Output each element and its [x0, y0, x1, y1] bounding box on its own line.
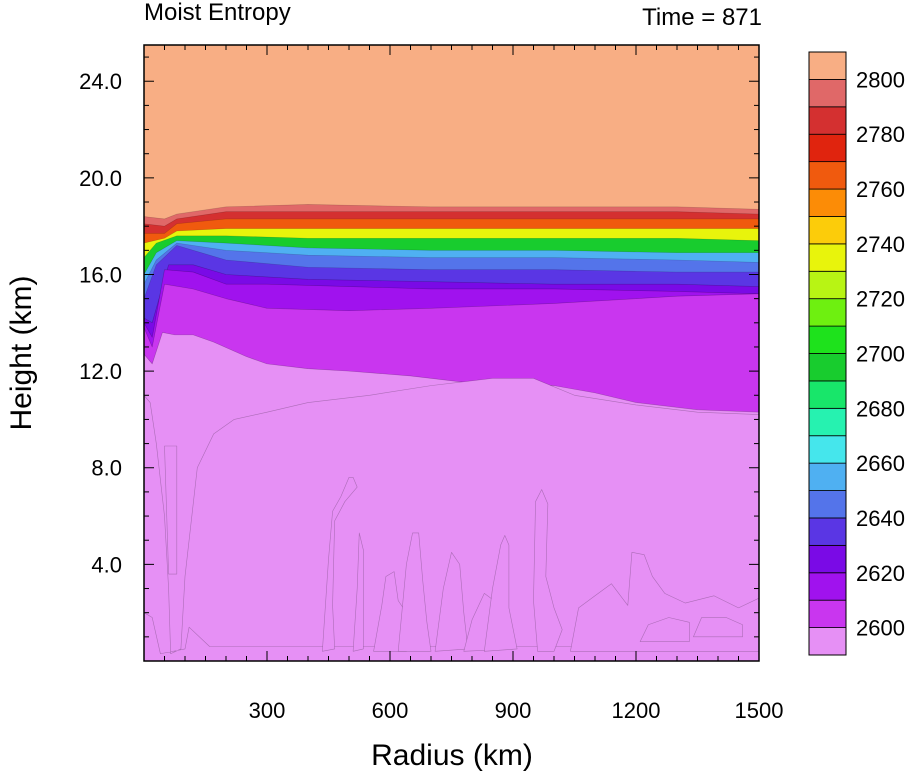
y-tick-label: 4.0	[91, 552, 122, 577]
colorbar-box	[808, 544, 847, 574]
colorbar-box	[808, 298, 847, 327]
colorbar-label: 2680	[856, 396, 905, 421]
colorbar-box	[808, 51, 847, 80]
colorbar-label: 2780	[856, 122, 905, 147]
contour-region-2590-16	[693, 617, 743, 638]
contour-field	[144, 45, 759, 661]
colorbar-box	[808, 380, 847, 409]
colorbar-box	[808, 325, 847, 354]
contour-region-2600-9	[397, 532, 432, 652]
colorbar-box	[808, 407, 847, 437]
colorbar-label: 2740	[856, 232, 905, 257]
x-tick-label: 1500	[735, 698, 784, 723]
y-tick-label: 8.0	[91, 456, 122, 481]
contour-region-2600-5	[164, 445, 178, 575]
contour-region-2600-6	[322, 477, 358, 652]
plot-title-left: Moist Entropy	[144, 0, 291, 26]
y-tick-label: 20.0	[79, 166, 122, 191]
contour-region-2600-13	[533, 489, 563, 652]
contour-region-2600-7	[352, 532, 364, 652]
y-tick-label: 16.0	[79, 262, 122, 287]
x-axis-label: Radius (km)	[371, 739, 533, 772]
colorbar-box	[808, 572, 847, 601]
contour-region-2600-12	[484, 535, 518, 652]
colorbar-box	[808, 490, 847, 519]
y-tick-label: 24.0	[79, 69, 122, 94]
colorbar-frame	[808, 51, 847, 656]
y-axis: 4.0 8.0 12.0 16.0 20.0 24.0	[79, 56, 759, 638]
colorbar-box	[808, 435, 847, 464]
colorbar-box	[808, 216, 847, 245]
colorbar-label: 2620	[856, 561, 905, 586]
colorbar-box	[808, 188, 847, 217]
colorbar-box	[808, 106, 847, 135]
colorbar-label: 2800	[856, 67, 905, 92]
x-tick-label: 600	[372, 698, 409, 723]
x-tick-label: 1200	[612, 698, 661, 723]
colorbar-label: 2720	[856, 287, 905, 312]
colorbar-label: 2640	[856, 506, 905, 531]
colorbar-box	[808, 79, 847, 108]
colorbar-box	[808, 462, 847, 491]
colorbar-label: 2660	[856, 451, 905, 476]
colorbar-label: 2700	[856, 342, 905, 367]
colorbar-label: 2760	[856, 177, 905, 202]
plot-title-right: Time = 871	[642, 4, 762, 31]
x-tick-label: 900	[495, 698, 532, 723]
y-tick-label: 12.0	[79, 359, 122, 384]
contour-region-2590-15	[639, 617, 690, 642]
colorbar-box	[808, 133, 847, 163]
colorbar-box	[808, 599, 847, 628]
colorbar-box	[808, 270, 847, 300]
colorbar-box	[808, 161, 847, 190]
colorbar-box	[808, 353, 847, 382]
colorbar-box	[808, 243, 847, 272]
x-axis: 300 600 900 1200 1500	[164, 45, 784, 723]
colorbar: 2600 2620 2640 2660 2680 2700 2720 2740 2760 2780…	[808, 51, 905, 656]
colorbar-box	[808, 517, 847, 546]
colorbar-label: 2600	[856, 616, 905, 641]
contour-region-2590-4	[144, 378, 759, 655]
x-tick-label: 300	[249, 698, 286, 723]
y-axis-label: Height (km)	[5, 275, 38, 430]
colorbar-box	[808, 627, 847, 656]
